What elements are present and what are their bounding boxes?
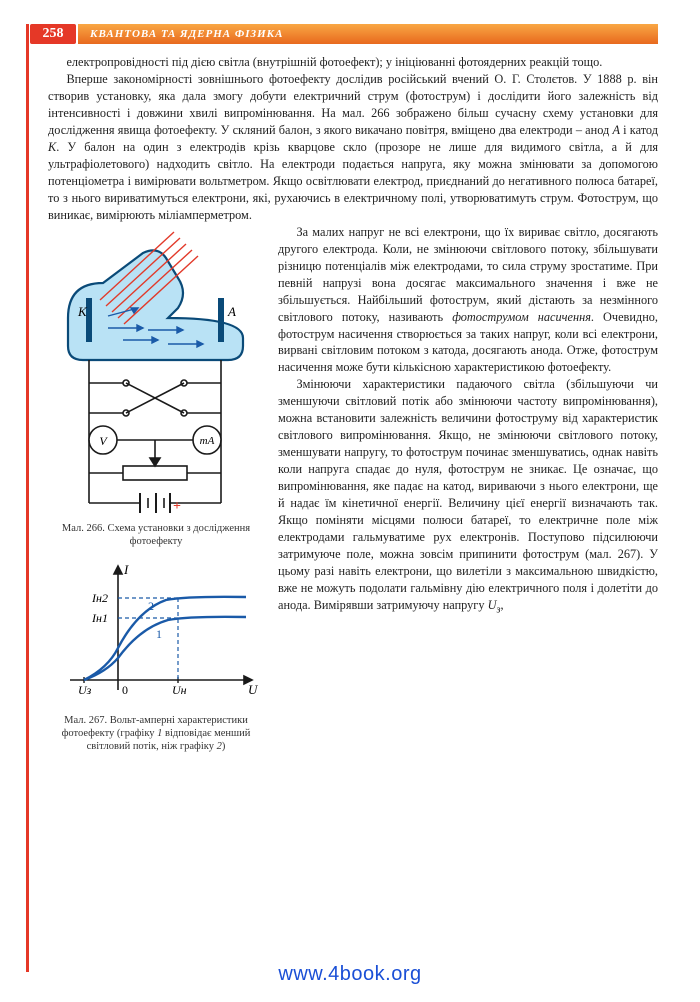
paragraph: Вперше закономірності зовнішнього фотоеф…	[48, 71, 658, 224]
page-number: 258	[30, 24, 76, 44]
svg-text:Iн2: Iн2	[91, 591, 108, 605]
paragraph: електропровідності під дією світла (внут…	[48, 54, 658, 71]
svg-text:0: 0	[122, 683, 128, 697]
figure-266: К А	[48, 228, 264, 548]
body-text: електропровідності під дією світла (внут…	[48, 54, 658, 618]
circuit-diagram-icon: К А	[48, 228, 264, 518]
svg-text:Iн1: Iн1	[91, 611, 108, 625]
svg-text:U: U	[248, 682, 259, 697]
figure-caption: Мал. 266. Схема установки з дослідження …	[48, 522, 264, 548]
svg-text:+: +	[173, 499, 181, 514]
svg-text:2: 2	[148, 599, 154, 613]
svg-text:1: 1	[156, 627, 162, 641]
figure-267: I U Uз 0 Uн Iн2 Iн1 1 2 Мал. 267. Вольт-…	[48, 560, 264, 753]
figure-caption: Мал. 267. Вольт-амперні характеристики ф…	[48, 714, 264, 753]
svg-text:Uн: Uн	[172, 683, 187, 697]
margin-rule	[26, 24, 29, 972]
section-header: КВАНТОВА ТА ЯДЕРНА ФІЗИКА	[78, 24, 658, 44]
figure-column: К А	[48, 228, 264, 766]
anode-label: А	[227, 304, 236, 319]
page: 258 КВАНТОВА ТА ЯДЕРНА ФІЗИКА електропро…	[0, 0, 700, 1002]
ammeter-label: mA	[200, 435, 215, 447]
iv-curve-chart-icon: I U Uз 0 Uн Iн2 Iн1 1 2	[48, 560, 264, 710]
svg-text:Uз: Uз	[78, 683, 92, 697]
svg-text:I: I	[123, 562, 129, 577]
watermark: www.4book.org	[0, 963, 700, 986]
cathode-label: К	[77, 304, 88, 319]
